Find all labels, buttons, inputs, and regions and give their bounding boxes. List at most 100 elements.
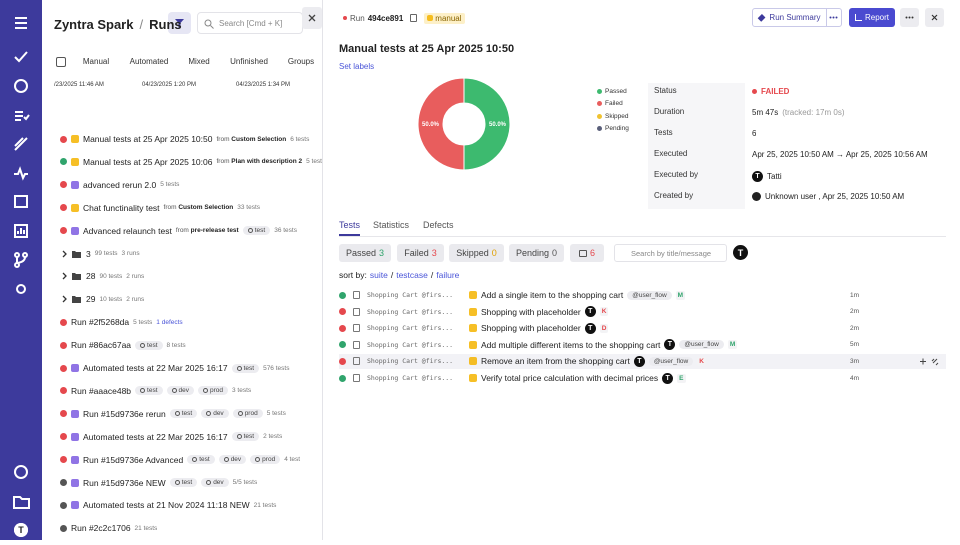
set-labels[interactable]: Set labels <box>339 62 375 71</box>
type-icon <box>71 364 79 372</box>
run-row[interactable]: 28 90 tests 2 runs <box>60 269 322 283</box>
run-row[interactable]: advanced rerun 2.0 5 tests <box>60 178 322 192</box>
source: from Custom Selection <box>216 136 286 143</box>
run-title: Run #15d9736e NEW <box>83 477 166 488</box>
tab[interactable]: Groups <box>287 57 315 66</box>
tag-icon <box>174 480 180 485</box>
test-search[interactable]: Search by title/message <box>614 244 727 262</box>
info-value: Unknown user , Apr 25, 2025 10:50 AM <box>752 192 904 201</box>
filter-chip[interactable]: Pending 0 <box>509 244 564 262</box>
run-row[interactable]: Run #2f5268da 5 tests 1 defects <box>60 315 322 329</box>
duration: 1m <box>850 291 859 299</box>
report-button[interactable]: Report <box>849 8 895 27</box>
filter-chip[interactable]: Failed 3 <box>397 244 444 262</box>
assignee: D <box>599 323 609 333</box>
comments-chip[interactable]: 6 <box>570 244 604 262</box>
detail-tab[interactable]: Tests <box>339 220 361 236</box>
tag-text: prod <box>210 387 224 395</box>
source: from Custom Selection <box>164 204 234 211</box>
tag-text: test <box>254 227 266 235</box>
count: 576 tests <box>263 364 290 372</box>
sort-by: sort by: suite / testcase / failure <box>339 270 459 280</box>
test-row[interactable]: Shopping Cart @firs... Remove an item fro… <box>339 354 859 368</box>
type-icon <box>427 15 434 21</box>
legend-label: Skipped <box>605 112 629 120</box>
run-row[interactable]: Automated tests at 22 Mar 2025 16:17 test… <box>60 361 322 375</box>
filter-chip[interactable]: Passed 3 <box>339 244 391 262</box>
detail-tab[interactable]: Statistics <box>373 220 410 230</box>
tag: test <box>231 432 260 442</box>
test-row[interactable]: Shopping Cart @firs... Verify total price… <box>339 371 859 385</box>
type-icon <box>469 307 477 316</box>
suite: Shopping Cart @firs... <box>367 324 454 333</box>
pie-slice <box>463 77 511 171</box>
more[interactable] <box>825 9 841 26</box>
info-label-column <box>648 83 745 209</box>
run-summary-button[interactable]: Run Summary <box>752 8 842 27</box>
test-row[interactable]: Shopping Cart @firs... Add multiple diffe… <box>339 338 859 352</box>
run-row[interactable]: 3 99 tests 3 runs <box>60 247 322 261</box>
run-row[interactable]: Run #86ac67aa test 8 tests <box>60 338 322 352</box>
test-row[interactable]: Shopping Cart @firs... Shopping with plac… <box>339 305 859 319</box>
status-dot <box>60 227 67 235</box>
folder-title: 29 <box>86 294 96 305</box>
run-title: Manual tests at 25 Apr 2025 10:50 <box>339 43 515 55</box>
tag-text: test <box>147 387 158 395</box>
sparkle <box>757 13 766 22</box>
sort-option[interactable]: suite <box>369 270 388 280</box>
duration: 4m <box>850 374 859 382</box>
run-row[interactable]: Automated tests at 21 Nov 2024 11:18 NEW… <box>60 498 322 512</box>
avatar: T <box>733 245 748 260</box>
avatar: T <box>584 306 596 318</box>
test-row[interactable]: Shopping Cart @firs... Add a single item … <box>339 288 859 302</box>
run-row[interactable]: Manual tests at 25 Apr 2025 10:50 from Cu… <box>60 132 322 146</box>
tag-icon <box>140 388 146 394</box>
tab[interactable]: Automated <box>129 57 169 66</box>
source: from pre-release test <box>176 227 239 234</box>
avatar: T <box>584 322 596 334</box>
close-button[interactable] <box>925 8 944 27</box>
run-row[interactable]: Chat functinality test from Custom Select… <box>60 201 322 215</box>
suite: Shopping Cart @firs... <box>367 291 454 299</box>
tag-icon <box>237 411 243 417</box>
run-row[interactable]: Run #15d9736e rerun test dev prod 5 tests <box>60 407 322 421</box>
duration: 3m <box>850 357 859 365</box>
filter-button[interactable] <box>168 12 191 34</box>
search-box[interactable]: Search [Cmd + K] <box>197 12 303 34</box>
tab[interactable]: Unfinished <box>230 57 268 66</box>
run-row[interactable]: Run #15d9736e NEW test dev 5/5 tests <box>60 476 322 490</box>
run-row[interactable]: Manual tests at 25 Apr 2025 10:06 from Pl… <box>60 155 322 169</box>
run-row[interactable]: Run #2c2c1706 21 tests <box>60 521 322 535</box>
count: 90 tests <box>99 272 123 280</box>
tag: test <box>242 226 271 236</box>
run-row[interactable]: Advanced relaunch test from pre-release t… <box>60 224 322 238</box>
run-row[interactable]: Run #15d9736e Advanced test dev prod 4 test <box>60 453 322 467</box>
run-title: Automated tests at 21 Nov 2024 11:18 NEW <box>83 500 250 511</box>
more-button[interactable] <box>900 8 919 27</box>
run-title: Run #2c2c1706 <box>71 523 131 534</box>
run-row[interactable]: 29 10 tests 2 runs <box>60 292 322 306</box>
avatar: T <box>752 171 763 182</box>
legend-swatch <box>597 113 602 119</box>
separator: / <box>430 270 434 280</box>
tab[interactable]: Mixed <box>188 57 210 66</box>
run-row[interactable]: Automated tests at 22 Mar 2025 16:17 test… <box>60 430 322 444</box>
tag: prod <box>232 409 263 419</box>
detail-tab[interactable]: Defects <box>423 220 454 230</box>
test-row[interactable]: Shopping Cart @firs... Shopping with plac… <box>339 321 859 335</box>
sort-option[interactable]: testcase <box>396 270 428 280</box>
suite: Shopping Cart @firs... <box>367 340 454 349</box>
tag-text: dev <box>213 479 224 486</box>
tab[interactable]: Manual <box>82 57 110 66</box>
from: from <box>216 158 230 166</box>
run-row[interactable]: Run #aaace48b test dev prod 3 tests <box>60 384 322 398</box>
filter-chip[interactable]: Skipped 0 <box>449 244 504 262</box>
sort-option[interactable]: failure <box>436 270 460 280</box>
doc-icon <box>353 340 360 349</box>
value: 6 <box>752 129 757 138</box>
source-name: Custom Selection <box>231 135 287 143</box>
close-panel[interactable] <box>302 7 322 29</box>
duration: 5m <box>850 341 859 349</box>
pie-slice <box>417 77 465 171</box>
